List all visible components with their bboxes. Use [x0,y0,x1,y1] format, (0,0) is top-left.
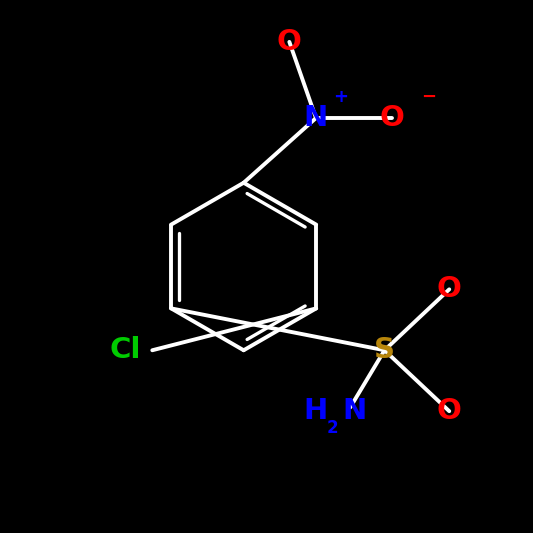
Text: 2: 2 [327,419,338,437]
Text: O: O [437,276,462,303]
Text: O: O [277,28,302,56]
Text: +: + [333,88,348,106]
Text: Cl: Cl [110,336,141,364]
Text: N: N [342,397,366,425]
Text: N: N [304,104,328,132]
Text: O: O [379,104,405,132]
Text: O: O [437,397,462,425]
Text: H: H [303,397,327,425]
Text: S: S [374,336,395,364]
Text: −: − [421,88,436,106]
